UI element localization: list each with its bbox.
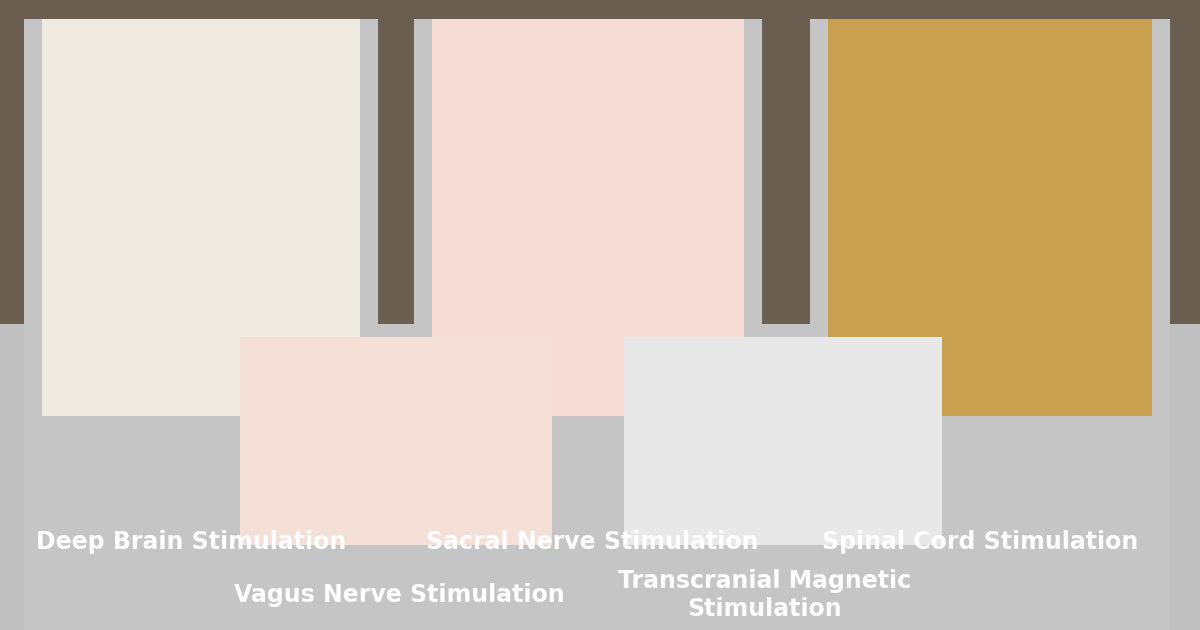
Text: Sacral Nerve Stimulation: Sacral Nerve Stimulation — [426, 530, 758, 554]
Bar — [240, 337, 552, 545]
Bar — [414, 19, 762, 630]
Bar — [42, 19, 360, 416]
Text: Vagus Nerve Stimulation: Vagus Nerve Stimulation — [234, 583, 565, 607]
Bar — [222, 324, 570, 630]
Text: Spinal Cord Stimulation: Spinal Cord Stimulation — [822, 530, 1139, 554]
Bar — [24, 19, 378, 630]
Bar — [432, 19, 744, 416]
Bar — [810, 19, 1170, 630]
Text: Deep Brain Stimulation: Deep Brain Stimulation — [36, 530, 347, 554]
Bar — [624, 337, 942, 545]
Text: Transcranial Magnetic
Stimulation: Transcranial Magnetic Stimulation — [618, 570, 911, 621]
Bar — [606, 324, 960, 630]
Bar — [828, 19, 1152, 416]
Bar — [0, 324, 1200, 630]
